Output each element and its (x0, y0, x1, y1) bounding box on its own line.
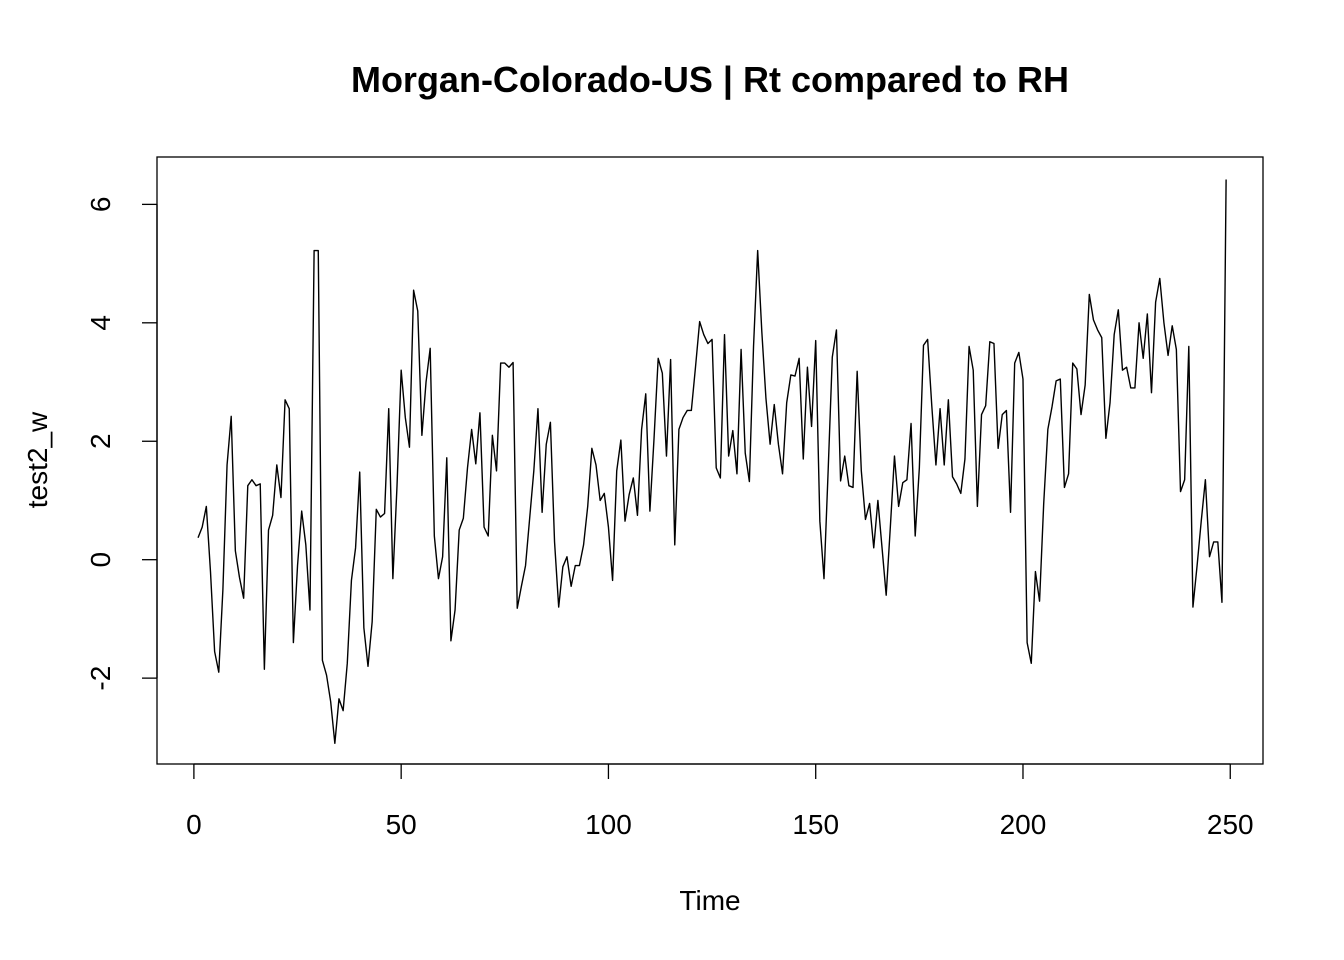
y-tick-label: 2 (85, 433, 116, 449)
x-tick-label: 200 (1000, 809, 1047, 840)
y-tick-label: -2 (85, 666, 116, 691)
x-tick-label: 0 (186, 809, 202, 840)
x-tick-label: 250 (1207, 809, 1254, 840)
y-tick-label: 6 (85, 197, 116, 213)
chart-title: Morgan-Colorado-US | Rt compared to RH (351, 59, 1069, 101)
y-tick-label: 0 (85, 552, 116, 568)
y-axis-label: test2_w (22, 411, 53, 508)
plot-frame (156, 156, 1264, 765)
x-tick-label: 50 (386, 809, 417, 840)
x-axis-label: Time (679, 885, 740, 916)
x-axis: 0 50 100 150 200 250 (186, 763, 1254, 840)
x-tick-label: 150 (792, 809, 839, 840)
y-tick-label: 4 (85, 315, 116, 331)
series-line (197, 179, 1227, 744)
y-axis: -2 0 2 4 6 (85, 197, 158, 691)
x-tick-label: 100 (585, 809, 632, 840)
